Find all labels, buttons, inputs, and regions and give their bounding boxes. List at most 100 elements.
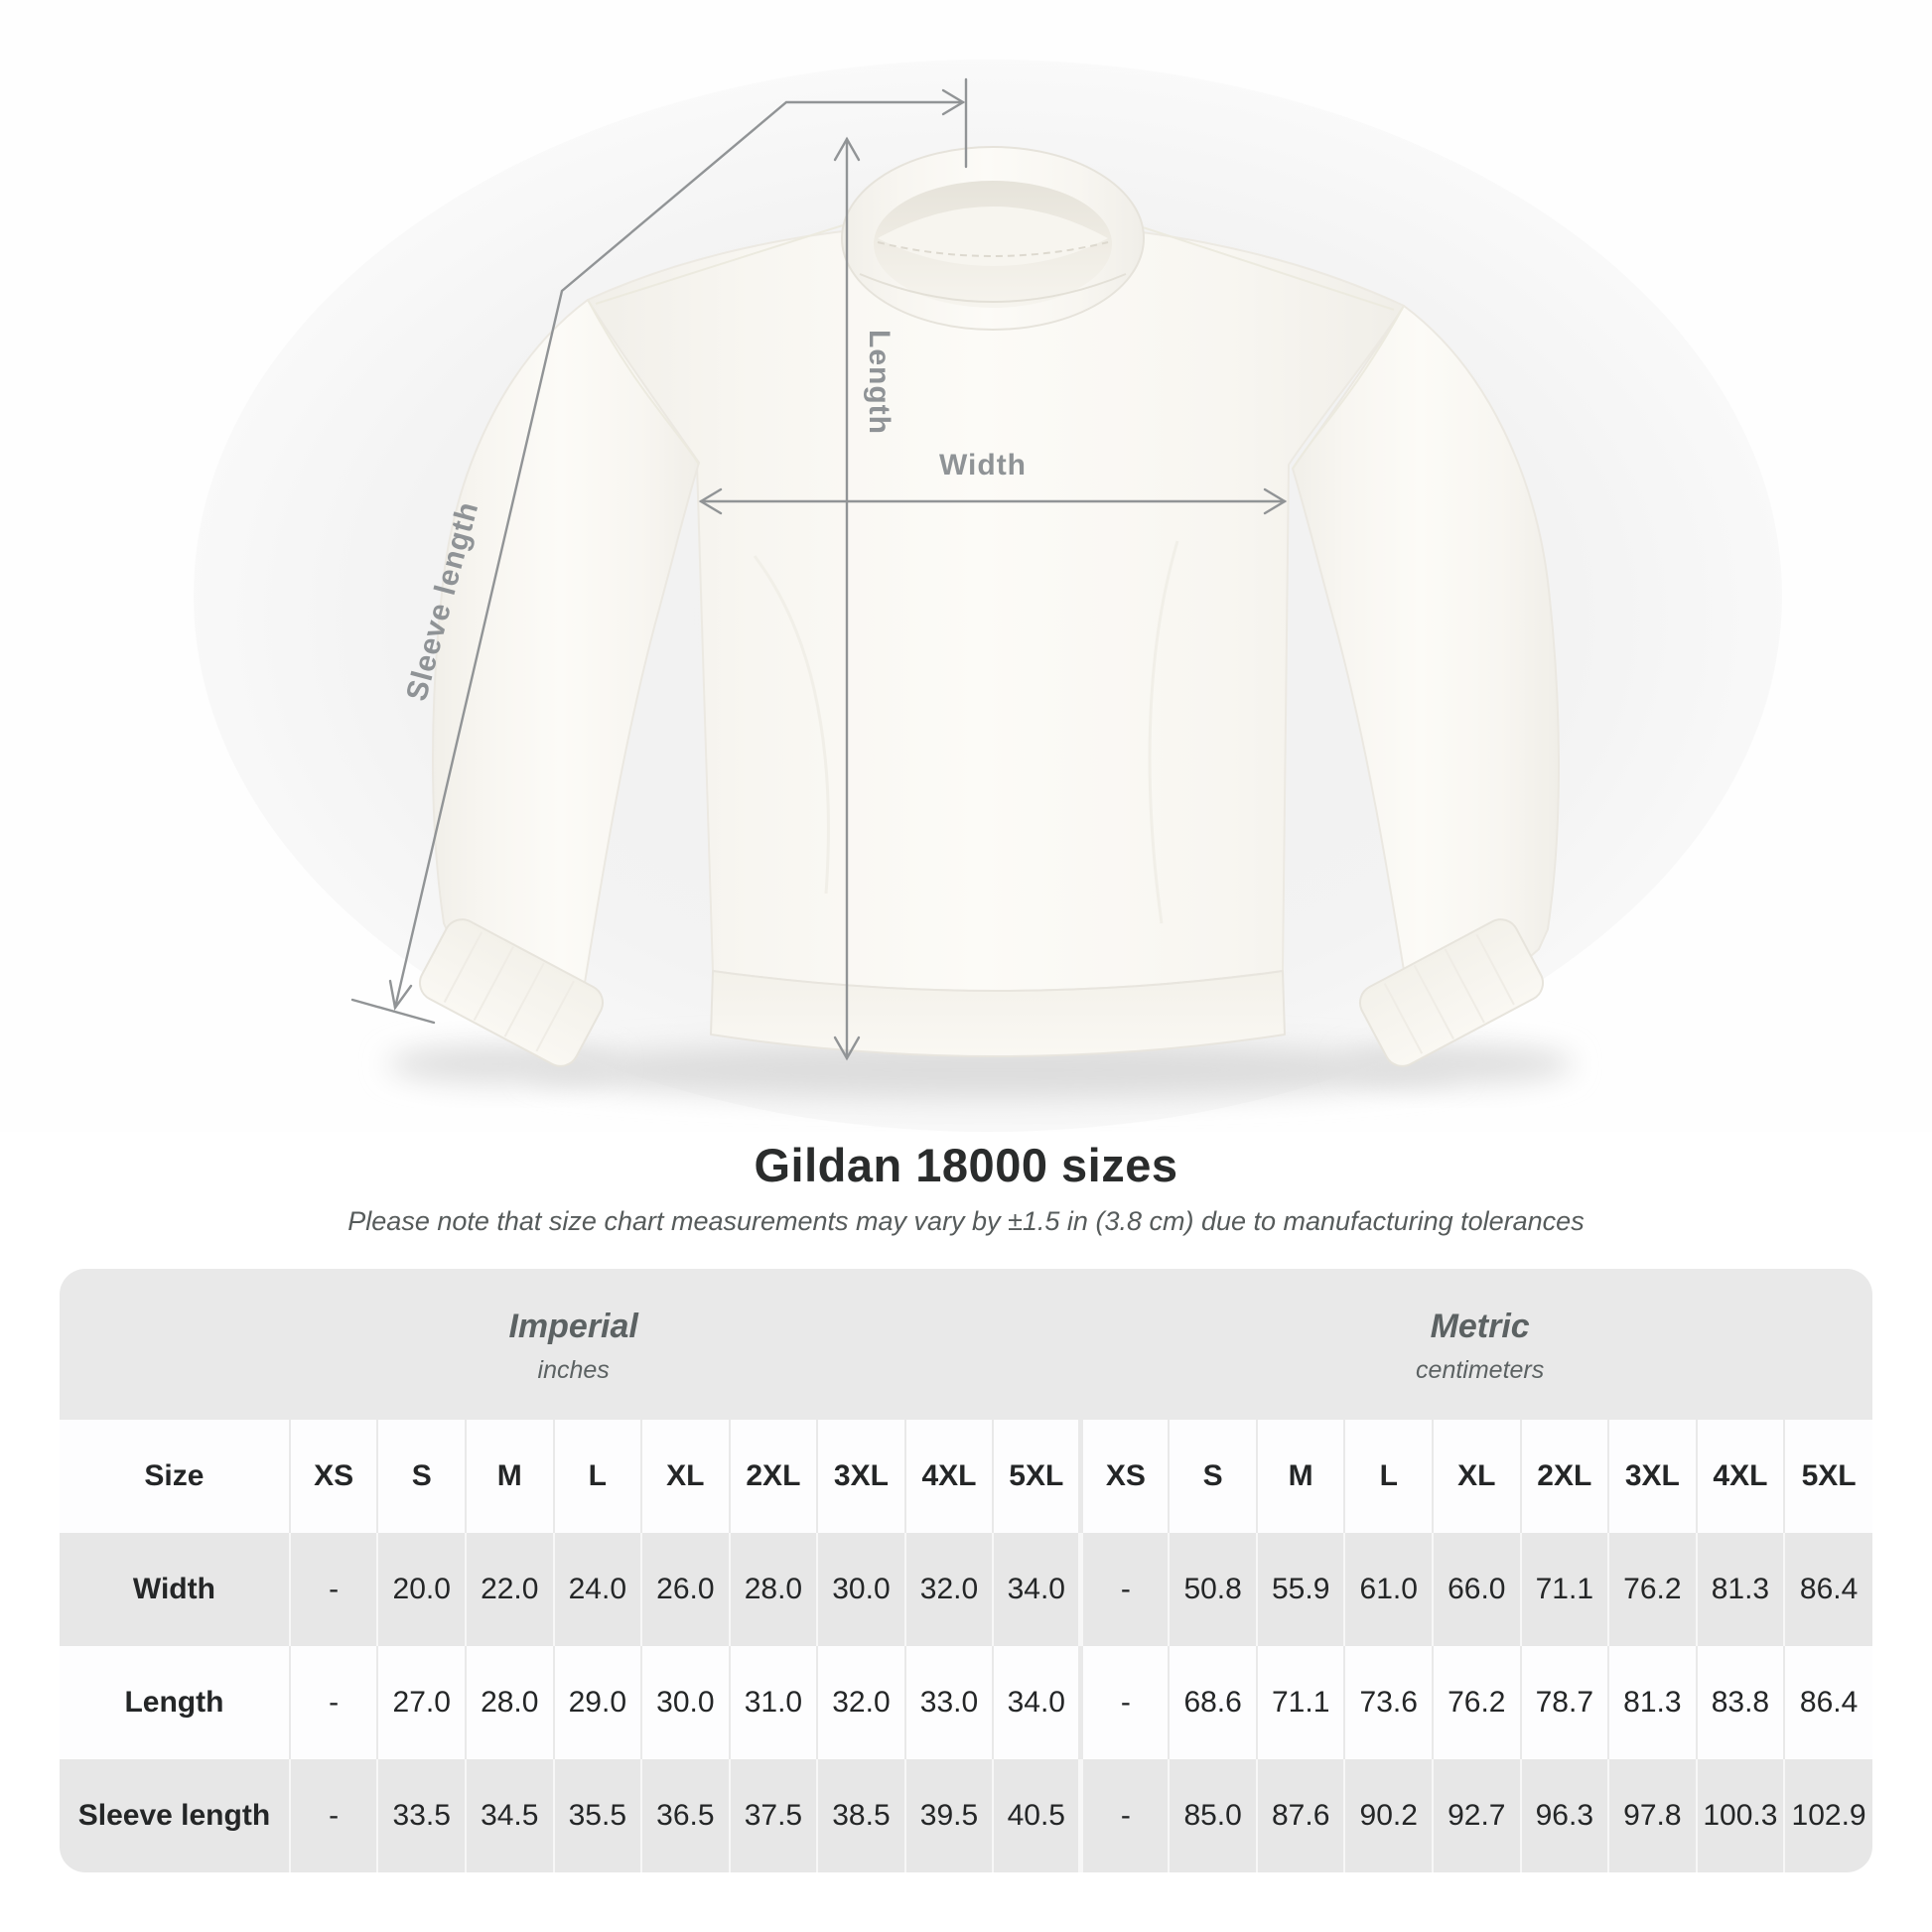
table-cell: 81.3 xyxy=(1695,1533,1785,1646)
table-row-length: Length - 27.0 28.0 29.0 30.0 31.0 32.0 3… xyxy=(60,1646,1872,1759)
table-cell: 76.2 xyxy=(1432,1646,1521,1759)
table-cell: 102.9 xyxy=(1783,1759,1872,1872)
table-cell: XL xyxy=(1432,1420,1521,1533)
table-cell: 31.0 xyxy=(728,1646,818,1759)
left-cuff xyxy=(418,918,605,1067)
table-cell: 30.0 xyxy=(816,1533,905,1646)
unit-group-imperial: Imperial inches xyxy=(60,1269,1087,1420)
table-cell: 87.6 xyxy=(1255,1759,1345,1872)
length-line xyxy=(833,136,861,1061)
table-cell: - xyxy=(288,1759,378,1872)
table-cell: M xyxy=(1255,1420,1345,1533)
sweatshirt-measurement-diagram: Width Length Sleeve length xyxy=(194,60,1782,1132)
table-cell: 34.0 xyxy=(992,1646,1081,1759)
arrowhead-down-icon xyxy=(388,979,413,1011)
table-cell: 39.5 xyxy=(903,1759,994,1872)
table-cell: 90.2 xyxy=(1343,1759,1433,1872)
right-cuff xyxy=(1358,918,1545,1067)
table-cell: 92.7 xyxy=(1432,1759,1521,1872)
table-cell: 85.0 xyxy=(1168,1759,1257,1872)
table-cell: 81.3 xyxy=(1607,1646,1697,1759)
width-label: Width xyxy=(939,449,1027,482)
table-cell: 27.0 xyxy=(376,1646,466,1759)
table-cell: 78.7 xyxy=(1519,1646,1609,1759)
arrowhead-down-icon xyxy=(833,1035,861,1061)
table-cell: L xyxy=(1343,1420,1433,1533)
arrowhead-right-icon xyxy=(941,88,966,116)
table-cell: XS xyxy=(288,1420,378,1533)
table-row-width: Width - 20.0 22.0 24.0 26.0 28.0 30.0 32… xyxy=(60,1533,1872,1646)
table-cell: 34.5 xyxy=(464,1759,554,1872)
table-cell: 37.5 xyxy=(728,1759,818,1872)
unit-group-title: Metric xyxy=(1430,1308,1530,1345)
table-cell: 68.6 xyxy=(1168,1646,1257,1759)
table-cell: 86.4 xyxy=(1783,1533,1872,1646)
sleeve-length-line xyxy=(350,77,968,1025)
table-cell: 30.0 xyxy=(640,1646,730,1759)
length-label: Length xyxy=(863,330,896,435)
table-cell: 4XL xyxy=(1695,1420,1785,1533)
table-cell: 4XL xyxy=(903,1420,994,1533)
table-cell: - xyxy=(288,1533,378,1646)
table-cell: 22.0 xyxy=(464,1533,554,1646)
table-cell: 24.0 xyxy=(552,1533,642,1646)
table-cell: 3XL xyxy=(816,1420,905,1533)
heading-block: Gildan 18000 sizes Please note that size… xyxy=(0,1138,1932,1237)
table-cell: - xyxy=(1078,1759,1170,1872)
page-title: Gildan 18000 sizes xyxy=(754,1139,1178,1191)
table-cell: L xyxy=(552,1420,642,1533)
table-cell: 76.2 xyxy=(1607,1533,1697,1646)
table-cell: 50.8 xyxy=(1168,1533,1257,1646)
table-cell: - xyxy=(1078,1646,1170,1759)
table-cell: 86.4 xyxy=(1783,1646,1872,1759)
table-cell: Width xyxy=(60,1533,290,1646)
table-cell: 96.3 xyxy=(1519,1759,1609,1872)
table-cell: 73.6 xyxy=(1343,1646,1433,1759)
sweatshirt-photo xyxy=(418,146,1560,1067)
unit-group-title: Imperial xyxy=(508,1308,638,1345)
table-cell: Size xyxy=(60,1420,290,1533)
table-cell: - xyxy=(1078,1533,1170,1646)
unit-group-unit: centimeters xyxy=(1416,1356,1545,1384)
table-row-sleeve-length: Sleeve length - 33.5 34.5 35.5 36.5 37.5… xyxy=(60,1759,1872,1872)
table-cell: - xyxy=(288,1646,378,1759)
table-cell: 33.5 xyxy=(376,1759,466,1872)
hem-band xyxy=(710,970,1286,1057)
size-chart: Imperial inches Metric centimeters Size … xyxy=(60,1269,1872,1872)
width-line xyxy=(698,487,1288,515)
table-cell: 28.0 xyxy=(728,1533,818,1646)
table-cell: S xyxy=(1168,1420,1257,1533)
table-cell: 83.8 xyxy=(1695,1646,1785,1759)
table-cell: 66.0 xyxy=(1432,1533,1521,1646)
table-cell: 35.5 xyxy=(552,1759,642,1872)
collar xyxy=(841,146,1145,331)
table-cell: 5XL xyxy=(992,1420,1081,1533)
unit-header-band: Imperial inches Metric centimeters xyxy=(60,1269,1872,1420)
arrowhead-up-icon xyxy=(833,136,861,162)
table-cell: 32.0 xyxy=(903,1533,994,1646)
table-cell: 28.0 xyxy=(464,1646,554,1759)
table-cell: 3XL xyxy=(1607,1420,1697,1533)
table-cell: 100.3 xyxy=(1695,1759,1785,1872)
dimension-lines xyxy=(350,77,1288,1061)
table-cell: 5XL xyxy=(1783,1420,1872,1533)
size-table-body: Size XS S M L XL 2XL 3XL 4XL 5XL XS S M … xyxy=(60,1420,1872,1872)
unit-group-unit: inches xyxy=(537,1356,610,1384)
table-cell: M xyxy=(464,1420,554,1533)
table-cell: 26.0 xyxy=(640,1533,730,1646)
tolerance-note: Please note that size chart measurements… xyxy=(347,1206,1585,1236)
table-cell: 32.0 xyxy=(816,1646,905,1759)
table-cell: 61.0 xyxy=(1343,1533,1433,1646)
table-cell: 40.5 xyxy=(992,1759,1081,1872)
table-cell: 36.5 xyxy=(640,1759,730,1872)
table-cell: 20.0 xyxy=(376,1533,466,1646)
size-table: Size XS S M L XL 2XL 3XL 4XL 5XL XS S M … xyxy=(60,1420,1872,1872)
sweatshirt-body xyxy=(587,221,1405,992)
arrowhead-left-icon xyxy=(698,487,723,515)
dimension-end-tick xyxy=(350,998,436,1025)
table-cell: 2XL xyxy=(728,1420,818,1533)
table-cell: Sleeve length xyxy=(60,1759,290,1872)
table-cell: 55.9 xyxy=(1255,1533,1345,1646)
table-cell: S xyxy=(376,1420,466,1533)
